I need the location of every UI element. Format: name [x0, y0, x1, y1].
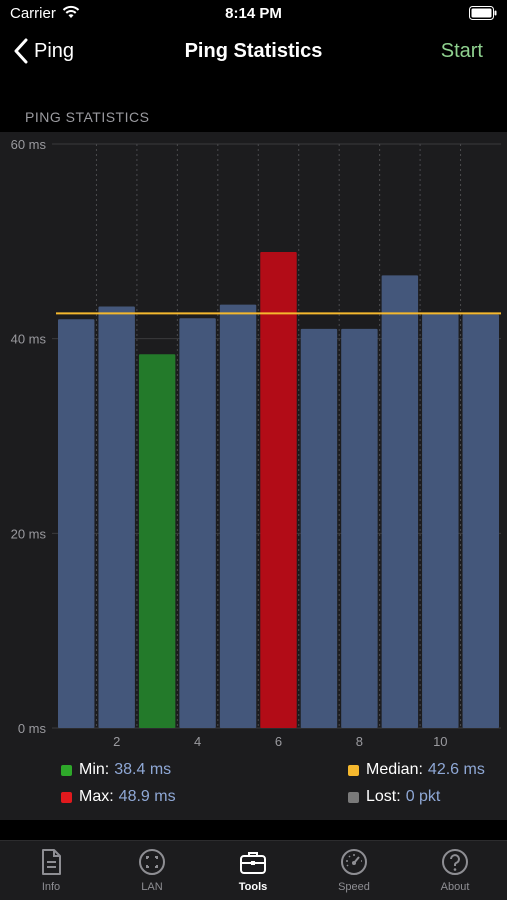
x-tick-label: 6 [275, 734, 282, 749]
tab-info[interactable]: Info [1, 847, 101, 893]
y-tick-label: 0 ms [18, 721, 47, 736]
page-title: Ping Statistics [184, 40, 323, 62]
back-button[interactable]: Ping [14, 38, 74, 64]
tab-about[interactable]: About [405, 847, 505, 893]
y-tick-label: 20 ms [11, 526, 47, 541]
x-tick-label: 2 [113, 734, 120, 749]
bar [219, 304, 257, 728]
tab-lan-label: LAN [141, 881, 163, 893]
navigation-bar: Ping Ping Statistics Start [0, 30, 507, 78]
carrier-label: Carrier [10, 5, 56, 22]
legend-lost-value: 0 pkt [405, 788, 441, 805]
tab-lan[interactable]: LAN [102, 847, 202, 893]
lan-icon [139, 849, 165, 875]
bar [462, 314, 499, 728]
section-header: PING STATISTICS [25, 109, 150, 125]
legend-median: Median: 42.6 ms [348, 761, 485, 779]
tab-speed[interactable]: Speed [304, 847, 404, 893]
legend-max-label: Max: [79, 788, 114, 805]
legend-min-value: 38.4 ms [114, 761, 172, 778]
legend-min-swatch [61, 764, 72, 776]
legend-lost-swatch [348, 791, 359, 803]
chart-card: 0 ms 20 ms 40 ms 60 ms 2 4 6 8 10 Min: 38.4 ms M… [0, 132, 507, 820]
tab-about-label: About [440, 881, 470, 893]
legend-max-value: 48.9 ms [118, 788, 176, 805]
legend-max-swatch [61, 791, 72, 803]
chevron-left-icon [14, 38, 28, 64]
legend-median-swatch [348, 764, 359, 776]
legend-lost: Lost: 0 pkt [348, 788, 440, 806]
x-tick-label: 10 [433, 734, 447, 749]
status-bar: Carrier 8:14 PM [0, 0, 507, 30]
legend-min-label: Min: [79, 761, 110, 778]
legend-median-label: Median: [366, 761, 423, 778]
back-label: Ping [34, 39, 75, 62]
legend-min: Min: 38.4 ms [61, 761, 171, 779]
bar [341, 328, 378, 728]
bar [98, 306, 135, 728]
wifi-icon [62, 5, 80, 18]
ping-chart: 0 ms 20 ms 40 ms 60 ms 2 4 6 8 10 [11, 137, 501, 749]
bar [381, 275, 419, 728]
tab-bar: Info LAN Tools Speed About [0, 840, 507, 900]
bar [260, 252, 297, 728]
legend-lost-label: Lost: [366, 788, 401, 805]
x-tick-label: 8 [356, 734, 363, 749]
document-icon [42, 849, 61, 875]
y-tick-label: 60 ms [11, 137, 47, 152]
toolbox-icon [240, 852, 266, 874]
bar [58, 319, 95, 728]
content-area: PING STATISTICS 0 ms 20 ms 40 ms 60 ms 2 4 6 8 1… [0, 80, 507, 840]
battery-icon [469, 6, 497, 20]
bar [422, 313, 459, 728]
tab-speed-label: Speed [338, 881, 370, 893]
legend-max: Max: 48.9 ms [61, 788, 176, 806]
tab-tools-label: Tools [238, 881, 268, 893]
status-time: 8:14 PM [225, 5, 282, 22]
legend-median-value: 42.6 ms [427, 761, 485, 778]
y-tick-label: 40 ms [11, 332, 47, 347]
question-icon [442, 849, 468, 875]
bar [300, 328, 338, 728]
tab-tools[interactable]: Tools [203, 847, 303, 893]
start-button[interactable]: Start [440, 40, 483, 62]
bar [138, 354, 176, 728]
x-tick-label: 4 [194, 734, 201, 749]
bar [179, 318, 216, 728]
tab-info-label: Info [41, 881, 61, 893]
speedometer-icon [341, 849, 367, 875]
